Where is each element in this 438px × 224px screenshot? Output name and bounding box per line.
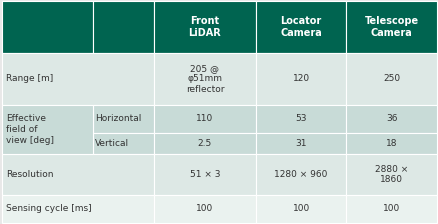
Text: Sensing cycle [ms]: Sensing cycle [ms]	[6, 205, 91, 213]
Text: 1280 × 960: 1280 × 960	[274, 170, 327, 179]
Bar	[154, 105, 255, 133]
Text: 18: 18	[385, 139, 396, 148]
Bar	[346, 53, 436, 105]
Bar	[154, 1, 255, 53]
Bar	[255, 105, 346, 133]
Bar	[255, 154, 346, 195]
Text: Front
LiDAR: Front LiDAR	[188, 16, 221, 38]
Bar	[255, 1, 346, 53]
Bar	[92, 105, 154, 133]
Text: Resolution: Resolution	[6, 170, 53, 179]
Text: 2.5: 2.5	[198, 139, 212, 148]
Bar	[2, 195, 154, 223]
Text: 100: 100	[292, 205, 309, 213]
Bar	[92, 1, 154, 53]
Bar	[346, 195, 436, 223]
Text: 51 × 3: 51 × 3	[189, 170, 220, 179]
Text: Horizontal: Horizontal	[95, 114, 141, 123]
Bar	[154, 195, 255, 223]
Bar	[346, 133, 436, 154]
Bar	[154, 133, 255, 154]
Text: 36: 36	[385, 114, 396, 123]
Text: Locator
Camera: Locator Camera	[279, 16, 321, 38]
Text: 205 @
φ51mm
reflector: 205 @ φ51mm reflector	[185, 64, 224, 94]
Bar	[154, 53, 255, 105]
Text: 110: 110	[196, 114, 213, 123]
Text: 2880 ×
1860: 2880 × 1860	[374, 165, 407, 184]
Text: 100: 100	[196, 205, 213, 213]
Bar	[2, 1, 92, 53]
Text: 250: 250	[382, 74, 399, 83]
Bar	[92, 133, 154, 154]
Text: 53: 53	[295, 114, 306, 123]
Text: Telescope
Camera: Telescope Camera	[364, 16, 418, 38]
Bar	[154, 154, 255, 195]
Bar	[2, 53, 154, 105]
Bar	[346, 105, 436, 133]
Text: 100: 100	[382, 205, 399, 213]
Text: 120: 120	[292, 74, 309, 83]
Bar	[346, 154, 436, 195]
Bar	[346, 1, 436, 53]
Text: Effective
field of
view [deg]: Effective field of view [deg]	[6, 114, 53, 144]
Text: 31: 31	[295, 139, 306, 148]
Bar	[255, 195, 346, 223]
Bar	[2, 105, 92, 154]
Text: Vertical: Vertical	[95, 139, 129, 148]
Bar	[2, 154, 154, 195]
Bar	[255, 133, 346, 154]
Text: Range [m]: Range [m]	[6, 74, 53, 83]
Bar	[255, 53, 346, 105]
